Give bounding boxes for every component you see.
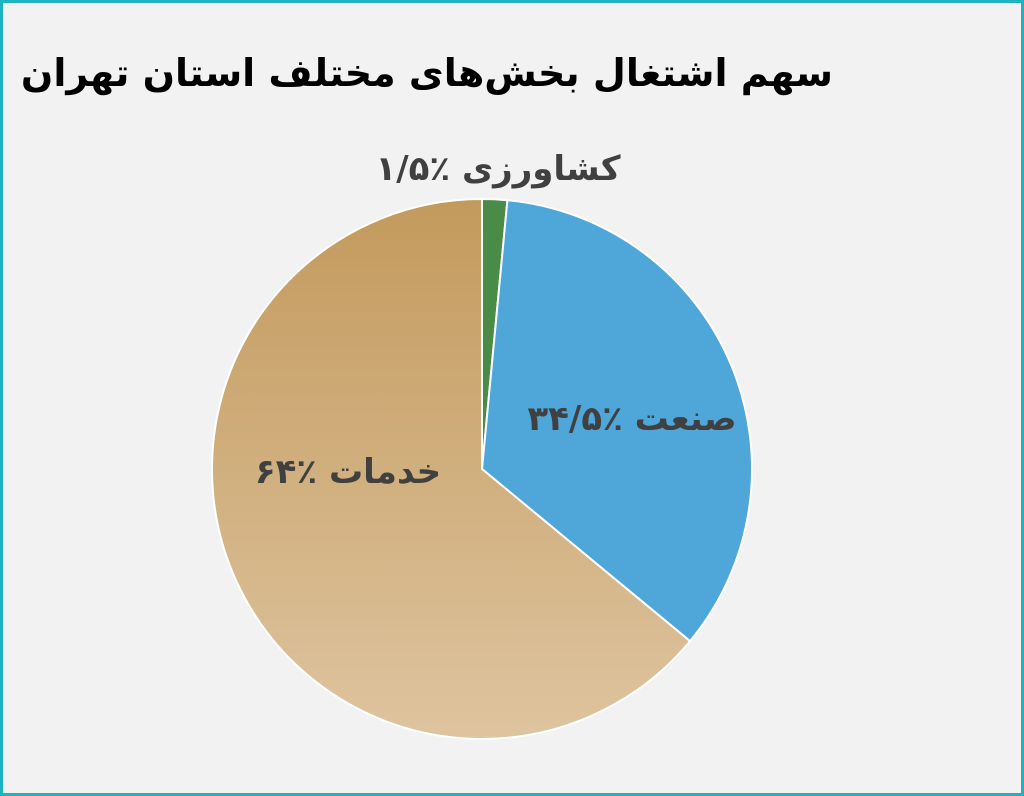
slice-label-agriculture: کشاورزی ٪۱/۵ (375, 149, 620, 189)
chart-title: سهم اشتغال بخش‌های مختلف استان تهران (20, 51, 833, 95)
pie-slices (211, 197, 753, 740)
pie-slice-industry (480, 199, 753, 643)
pie-labels: کشاورزی ٪۱/۵ صنعت ٪۳۴/۵ خدمات ٪۶۴ (255, 149, 737, 492)
slice-label-industry: صنعت ٪۳۴/۵ (527, 399, 736, 439)
slice-label-services: خدمات ٪۶۴ (255, 452, 441, 492)
pie-slice-services (211, 197, 692, 740)
